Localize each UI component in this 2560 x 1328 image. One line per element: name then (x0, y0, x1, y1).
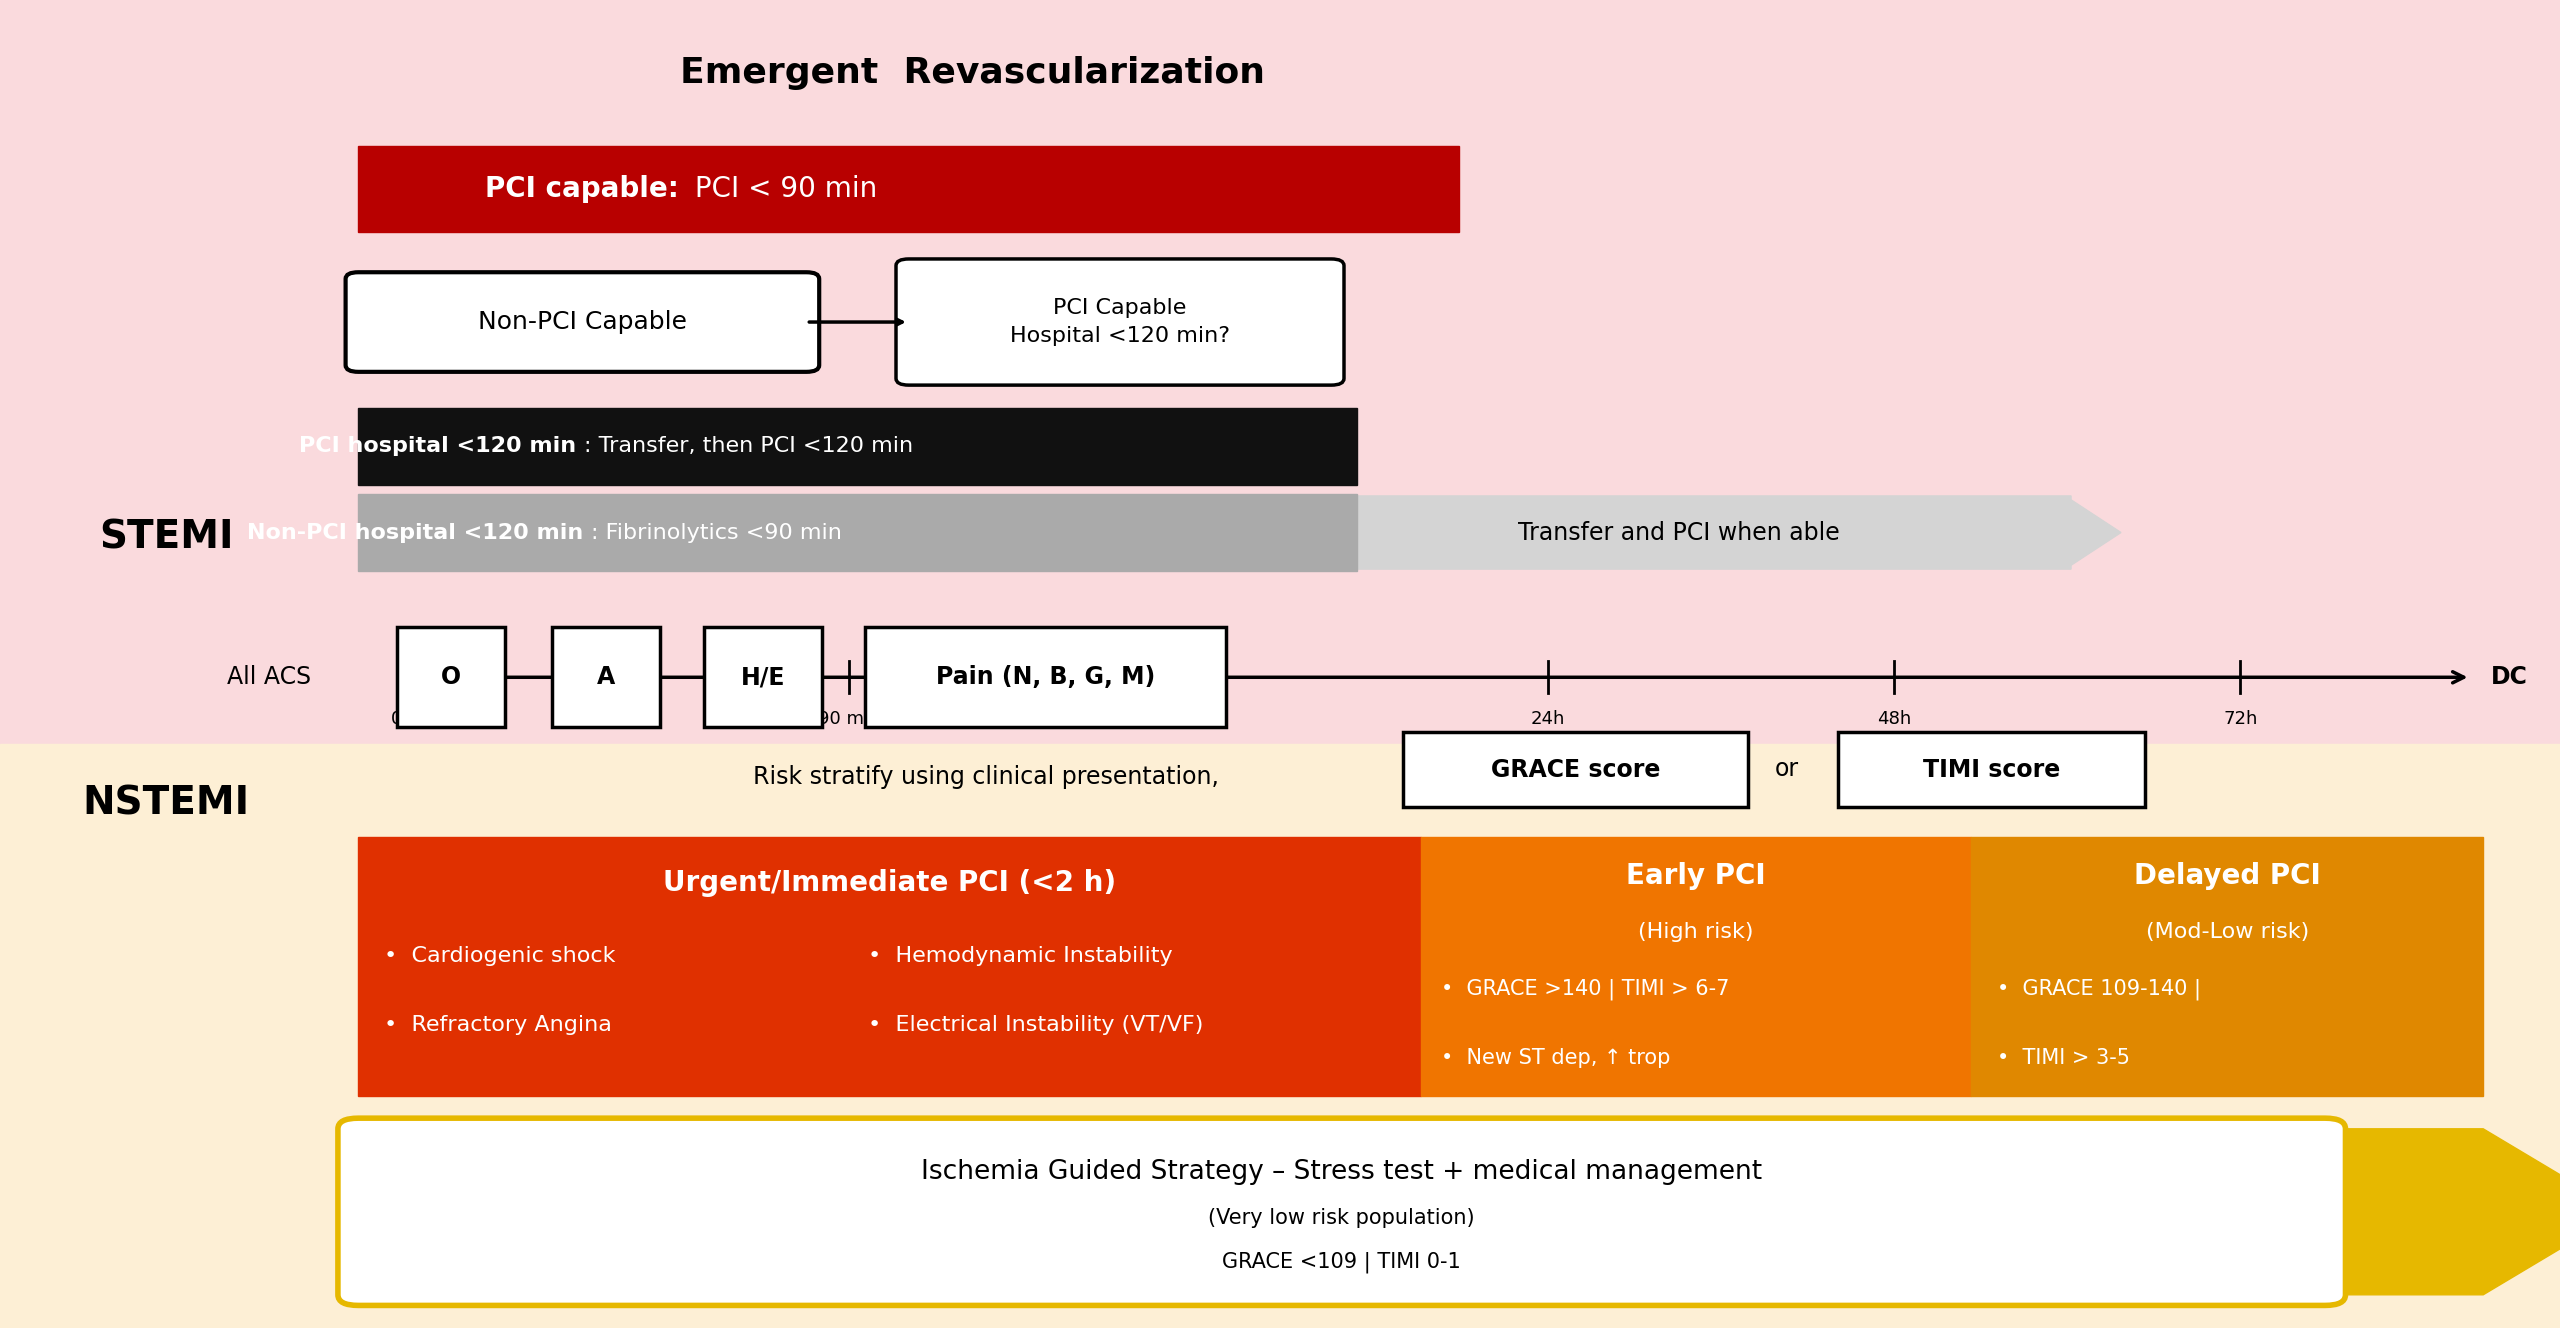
Text: •  New ST dep, ↑ trop: • New ST dep, ↑ trop (1441, 1048, 1672, 1069)
Text: Risk stratify using clinical presentation,: Risk stratify using clinical presentatio… (753, 765, 1219, 789)
Bar (358, 146, 1459, 232)
Text: GRACE score: GRACE score (1490, 757, 1661, 782)
Text: GRACE <109 | TIMI 0-1: GRACE <109 | TIMI 0-1 (1221, 1251, 1462, 1274)
Text: Ischemia Guided Strategy – Stress test + medical management: Ischemia Guided Strategy – Stress test +… (922, 1159, 1761, 1185)
Text: DC: DC (2491, 665, 2527, 689)
Bar (369, 1134, 2309, 1289)
Text: PCI hospital <120 min: PCI hospital <120 min (300, 436, 576, 457)
Bar (1403, 732, 1748, 807)
Text: or: or (1774, 757, 1800, 781)
Text: Pain (N, B, G, M): Pain (N, B, G, M) (937, 665, 1155, 689)
Bar (865, 628, 1226, 726)
Text: Transfer and PCI when able: Transfer and PCI when able (1518, 521, 1841, 544)
Text: TIMI score: TIMI score (1923, 757, 2061, 782)
FancyArrow shape (1357, 495, 2120, 570)
Text: (Mod-Low risk): (Mod-Low risk) (2145, 922, 2309, 943)
Bar (397, 628, 504, 726)
Bar (704, 628, 822, 726)
Text: Emergent  Revascularization: Emergent Revascularization (681, 56, 1265, 90)
Text: (High risk): (High risk) (1638, 922, 1754, 943)
Bar (0, 0, 2560, 744)
Text: Early PCI: Early PCI (1626, 862, 1766, 891)
Text: (Very low risk population): (Very low risk population) (1208, 1208, 1475, 1228)
Bar (1838, 732, 2145, 807)
FancyBboxPatch shape (896, 259, 1344, 385)
Text: NSTEMI: NSTEMI (82, 785, 251, 822)
Text: Non-PCI hospital <120 min: Non-PCI hospital <120 min (248, 522, 584, 543)
Text: •  GRACE 109-140 |: • GRACE 109-140 | (1997, 979, 2202, 1000)
Text: O: O (440, 665, 461, 689)
Text: 0: 0 (392, 710, 402, 729)
Text: 48h: 48h (1876, 710, 1912, 729)
Text: All ACS: All ACS (228, 665, 310, 689)
Bar (1421, 837, 1971, 1096)
Text: PCI < 90 min: PCI < 90 min (686, 175, 878, 203)
Text: •  Cardiogenic shock: • Cardiogenic shock (384, 946, 614, 967)
FancyBboxPatch shape (346, 272, 819, 372)
Bar (358, 837, 1421, 1096)
Bar (0, 744, 2560, 1328)
Text: •  Refractory Angina: • Refractory Angina (384, 1015, 612, 1036)
FancyBboxPatch shape (338, 1118, 2345, 1305)
Text: H/E: H/E (740, 665, 786, 689)
Text: 24h: 24h (1531, 710, 1564, 729)
Text: Urgent/Immediate PCI (<2 h): Urgent/Immediate PCI (<2 h) (663, 869, 1116, 898)
Text: : Fibrinolytics <90 min: : Fibrinolytics <90 min (591, 522, 842, 543)
Text: A: A (596, 665, 614, 689)
Text: •  GRACE >140 | TIMI > 6-7: • GRACE >140 | TIMI > 6-7 (1441, 979, 1731, 1000)
Text: •  TIMI > 3-5: • TIMI > 3-5 (1997, 1048, 2130, 1069)
Text: STEMI: STEMI (100, 519, 233, 556)
Text: 72h: 72h (2222, 710, 2258, 729)
Text: PCI Capable
Hospital <120 min?: PCI Capable Hospital <120 min? (1011, 297, 1229, 347)
Text: PCI capable:: PCI capable: (484, 175, 678, 203)
Text: 90 min: 90 min (817, 710, 881, 729)
Text: : Transfer, then PCI <120 min: : Transfer, then PCI <120 min (584, 436, 914, 457)
Text: Non-PCI Capable: Non-PCI Capable (479, 309, 686, 335)
Text: Delayed PCI: Delayed PCI (2135, 862, 2319, 891)
Text: 2h: 2h (963, 710, 986, 729)
Text: •  Hemodynamic Instability: • Hemodynamic Instability (868, 946, 1172, 967)
Bar (358, 408, 1357, 485)
Bar (553, 628, 660, 726)
Text: •  Electrical Instability (VT/VF): • Electrical Instability (VT/VF) (868, 1015, 1203, 1036)
FancyArrow shape (2312, 1129, 2560, 1295)
Bar (1971, 837, 2483, 1096)
Bar (358, 494, 1357, 571)
